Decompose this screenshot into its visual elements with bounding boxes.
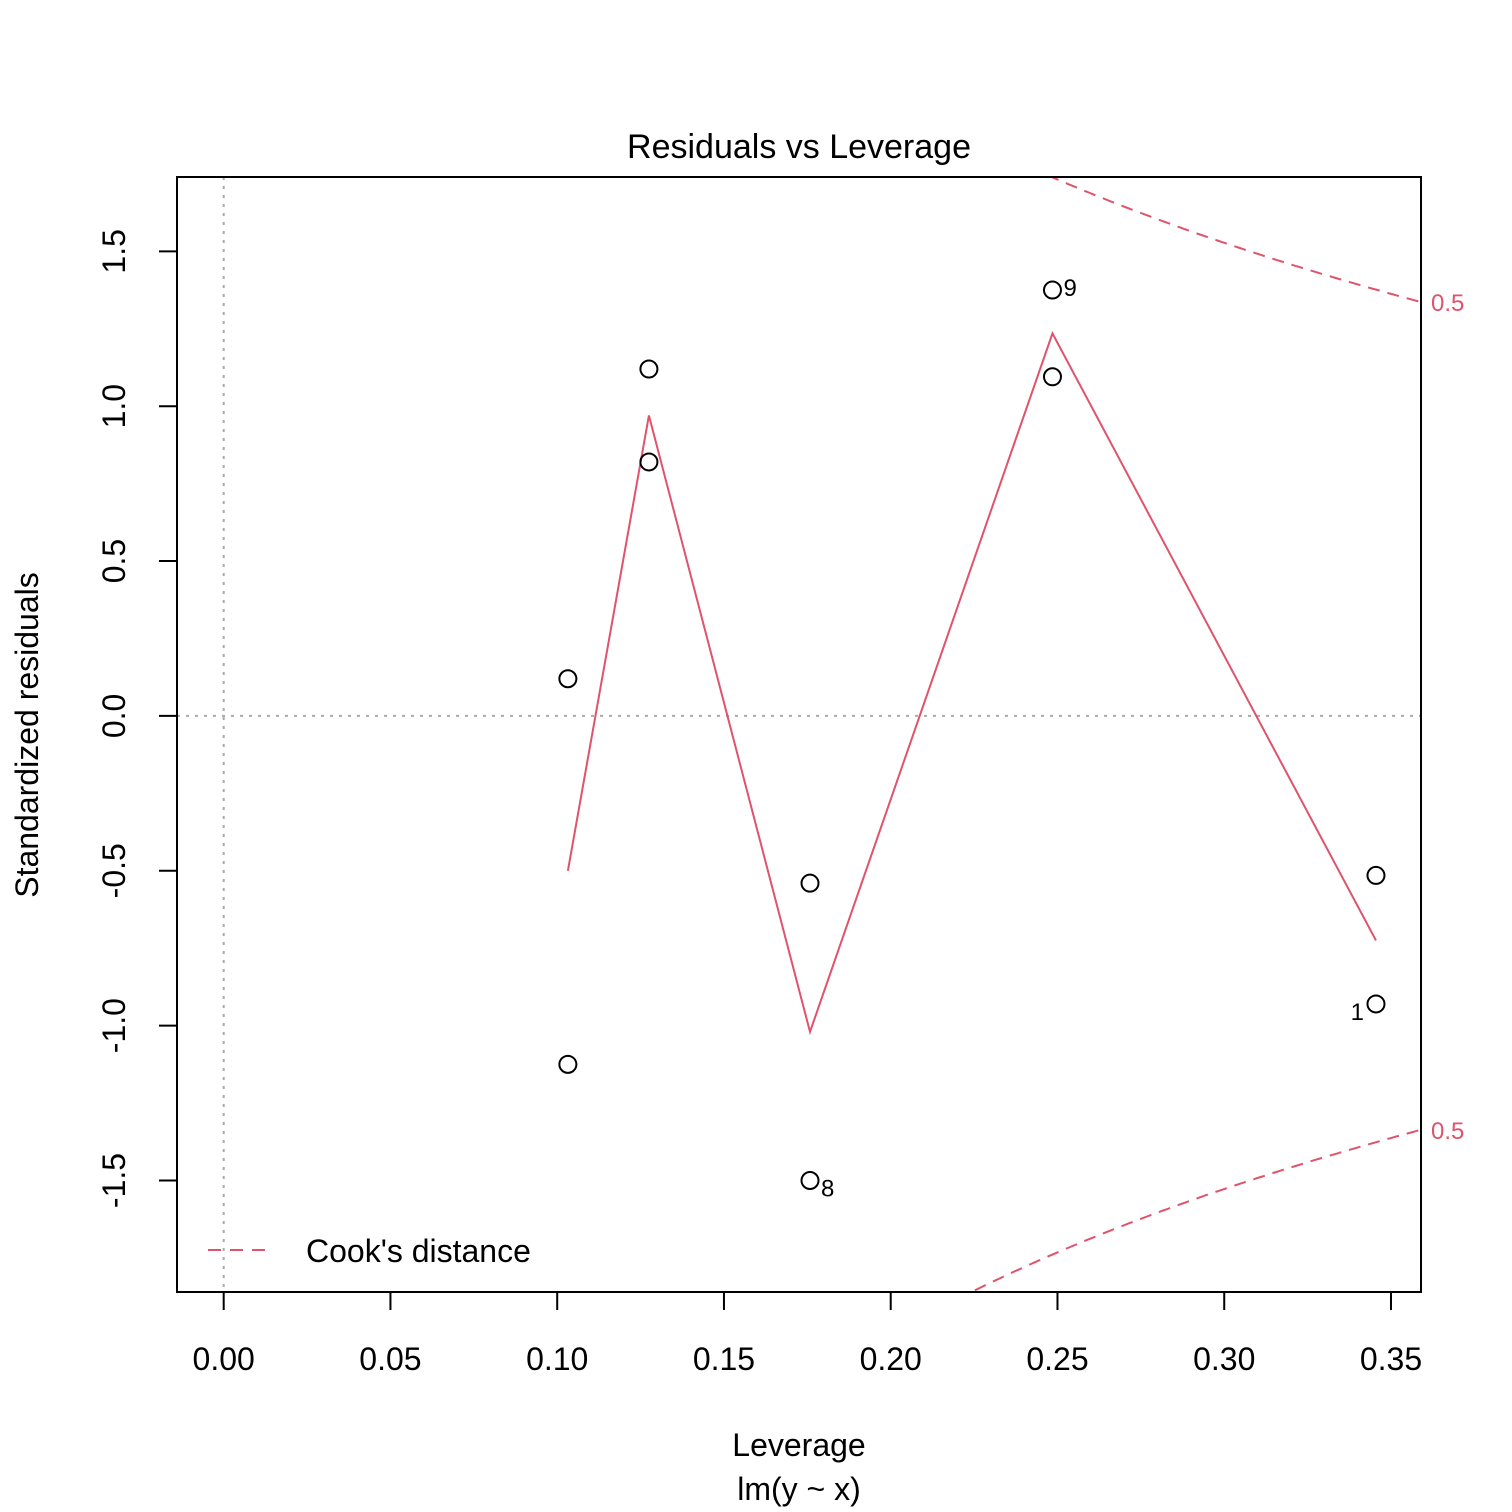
data-point xyxy=(639,452,659,472)
cooks-curve-upper xyxy=(1049,177,1421,304)
x-tick-label: 0.15 xyxy=(693,1341,755,1377)
smoother-line xyxy=(566,330,1377,1036)
x-tick-label: 0.10 xyxy=(526,1341,588,1377)
y-tick-label: 1.0 xyxy=(96,384,132,428)
data-point xyxy=(558,669,578,689)
reference-lines xyxy=(177,177,1421,1292)
y-tick-label: 0.0 xyxy=(96,694,132,738)
data-point xyxy=(1042,367,1062,387)
cooks-curve-lower xyxy=(969,1128,1421,1292)
data-point xyxy=(558,1054,578,1074)
y-axis: -1.5 -1.0 -0.5 0.0 0.5 1.0 1.5 xyxy=(96,229,178,1208)
x-axis-subtitle: lm(y ~ x) xyxy=(737,1471,861,1507)
x-axis-title: Leverage xyxy=(732,1427,865,1463)
y-axis-title: Standardized residuals xyxy=(9,572,45,898)
y-tick-label: -1.0 xyxy=(96,998,132,1053)
data-point xyxy=(1042,280,1062,300)
cooks-distance-curves xyxy=(969,177,1421,1292)
x-tick-label: 0.20 xyxy=(860,1341,922,1377)
cooks-label-lower: 0.5 xyxy=(1431,1118,1464,1145)
point-label: 9 xyxy=(1063,275,1076,302)
point-label: 1 xyxy=(1351,999,1364,1026)
data-points: 8 9 1 xyxy=(558,275,1386,1203)
y-tick-label: 0.5 xyxy=(96,539,132,583)
data-point xyxy=(800,873,820,893)
y-tick-label: 1.5 xyxy=(96,229,132,273)
y-tick-label: -1.5 xyxy=(96,1153,132,1208)
data-point xyxy=(1366,994,1386,1014)
x-axis: 0.00 0.05 0.10 0.15 0.20 0.25 0.30 0.35 xyxy=(193,1291,1422,1377)
y-tick-label: -0.5 xyxy=(96,843,132,898)
legend: Cook's distance xyxy=(208,1233,531,1269)
plot-frame xyxy=(176,176,1422,1293)
data-point xyxy=(639,359,659,379)
smoother-line-group xyxy=(566,330,1377,1036)
x-tick-label: 0.35 xyxy=(1360,1341,1422,1377)
cooks-label-upper: 0.5 xyxy=(1431,290,1464,317)
legend-cooks-label: Cook's distance xyxy=(306,1233,531,1269)
cooks-distance-labels: 0.5 0.5 xyxy=(1431,290,1464,1145)
point-label: 8 xyxy=(821,1176,834,1203)
data-point xyxy=(800,1171,820,1190)
x-tick-label: 0.00 xyxy=(193,1341,255,1377)
chart-title: Residuals vs Leverage xyxy=(627,128,971,166)
x-tick-label: 0.25 xyxy=(1026,1341,1088,1377)
data-point xyxy=(1366,865,1386,885)
x-tick-label: 0.30 xyxy=(1193,1341,1255,1377)
x-tick-label: 0.05 xyxy=(359,1341,421,1377)
